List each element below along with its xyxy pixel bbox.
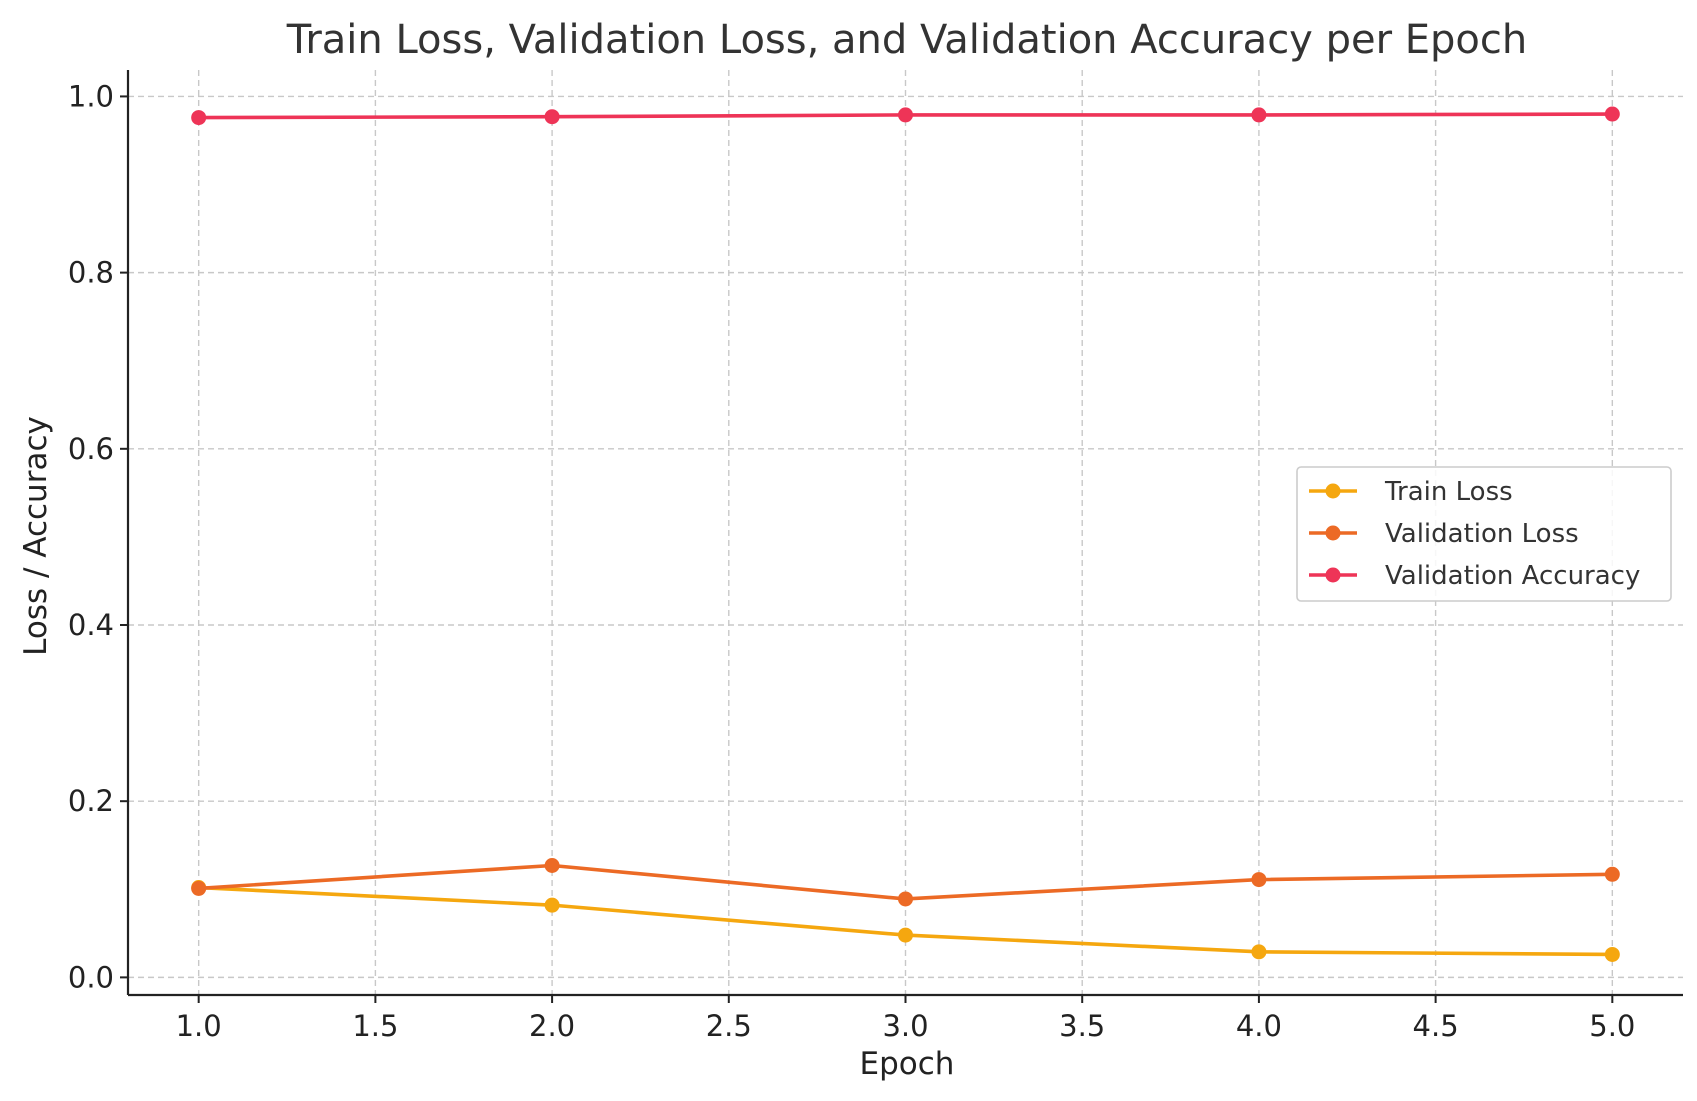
- data-point: [898, 927, 913, 943]
- legend-label: Train Loss: [1384, 477, 1513, 507]
- y-tick-label: 1.0: [68, 79, 114, 113]
- data-point: [191, 110, 207, 126]
- x-tick-label: 3.5: [1059, 1009, 1105, 1043]
- legend: Train Loss Validation Loss Validation Accu…: [1296, 466, 1672, 602]
- legend-item-validation-loss: Validation Loss: [1309, 519, 1579, 549]
- y-tick-label: 0.4: [68, 608, 114, 642]
- x-axis-label: Epoch: [860, 1046, 955, 1082]
- x-tick-label: 2.5: [706, 1009, 752, 1043]
- legend-item-validation-accuracy: Validation Accuracy: [1309, 561, 1640, 591]
- data-point: [544, 109, 560, 125]
- data-point: [1251, 944, 1267, 960]
- x-tick-label: 4.5: [1413, 1009, 1459, 1043]
- legend-label: Validation Accuracy: [1385, 561, 1640, 591]
- y-tick-label: 0.6: [68, 432, 114, 466]
- x-tick-label: 4.0: [1236, 1009, 1282, 1043]
- data-point: [898, 107, 913, 123]
- x-tick-label: 5.0: [1589, 1009, 1635, 1043]
- y-tick-label: 0.2: [68, 784, 114, 818]
- legend-marker: [1325, 525, 1341, 541]
- legend-marker: [1325, 567, 1341, 583]
- series-validation-accuracy: [191, 106, 1620, 126]
- data-point: [1604, 946, 1620, 962]
- x-tick-label: 1.0: [176, 1009, 222, 1043]
- data-point: [544, 858, 560, 873]
- y-tick-label: 0.0: [68, 960, 114, 994]
- legend-box: [1296, 466, 1672, 602]
- legend-item-train-loss: Train Loss: [1309, 477, 1513, 507]
- data-point: [1604, 866, 1620, 882]
- x-tick-label: 2.0: [529, 1009, 575, 1043]
- data-point: [1251, 107, 1267, 123]
- y-tick-label: 0.8: [68, 256, 114, 290]
- legend-marker: [1325, 483, 1341, 499]
- series-validation-loss: [191, 858, 1620, 907]
- x-tick-label: 3.0: [882, 1009, 928, 1043]
- data-point: [898, 891, 913, 907]
- axes: 1.0 1.5 2.0 2.5 3.0 3.5 4.0 4.5 5.0 0.0 0.2 0.4 0.6 0…: [68, 70, 1683, 1043]
- y-axis-label: Loss / Accuracy: [18, 416, 54, 656]
- data-point: [1604, 106, 1620, 122]
- chart-title: Train Loss, Validation Loss, and Validat…: [286, 17, 1527, 63]
- legend-label: Validation Loss: [1385, 519, 1579, 549]
- x-tick-label: 1.5: [352, 1009, 398, 1043]
- data-point: [1251, 872, 1267, 888]
- series-layer: [191, 106, 1620, 962]
- data-point: [544, 897, 560, 913]
- grid: [128, 70, 1683, 995]
- data-point: [191, 880, 207, 896]
